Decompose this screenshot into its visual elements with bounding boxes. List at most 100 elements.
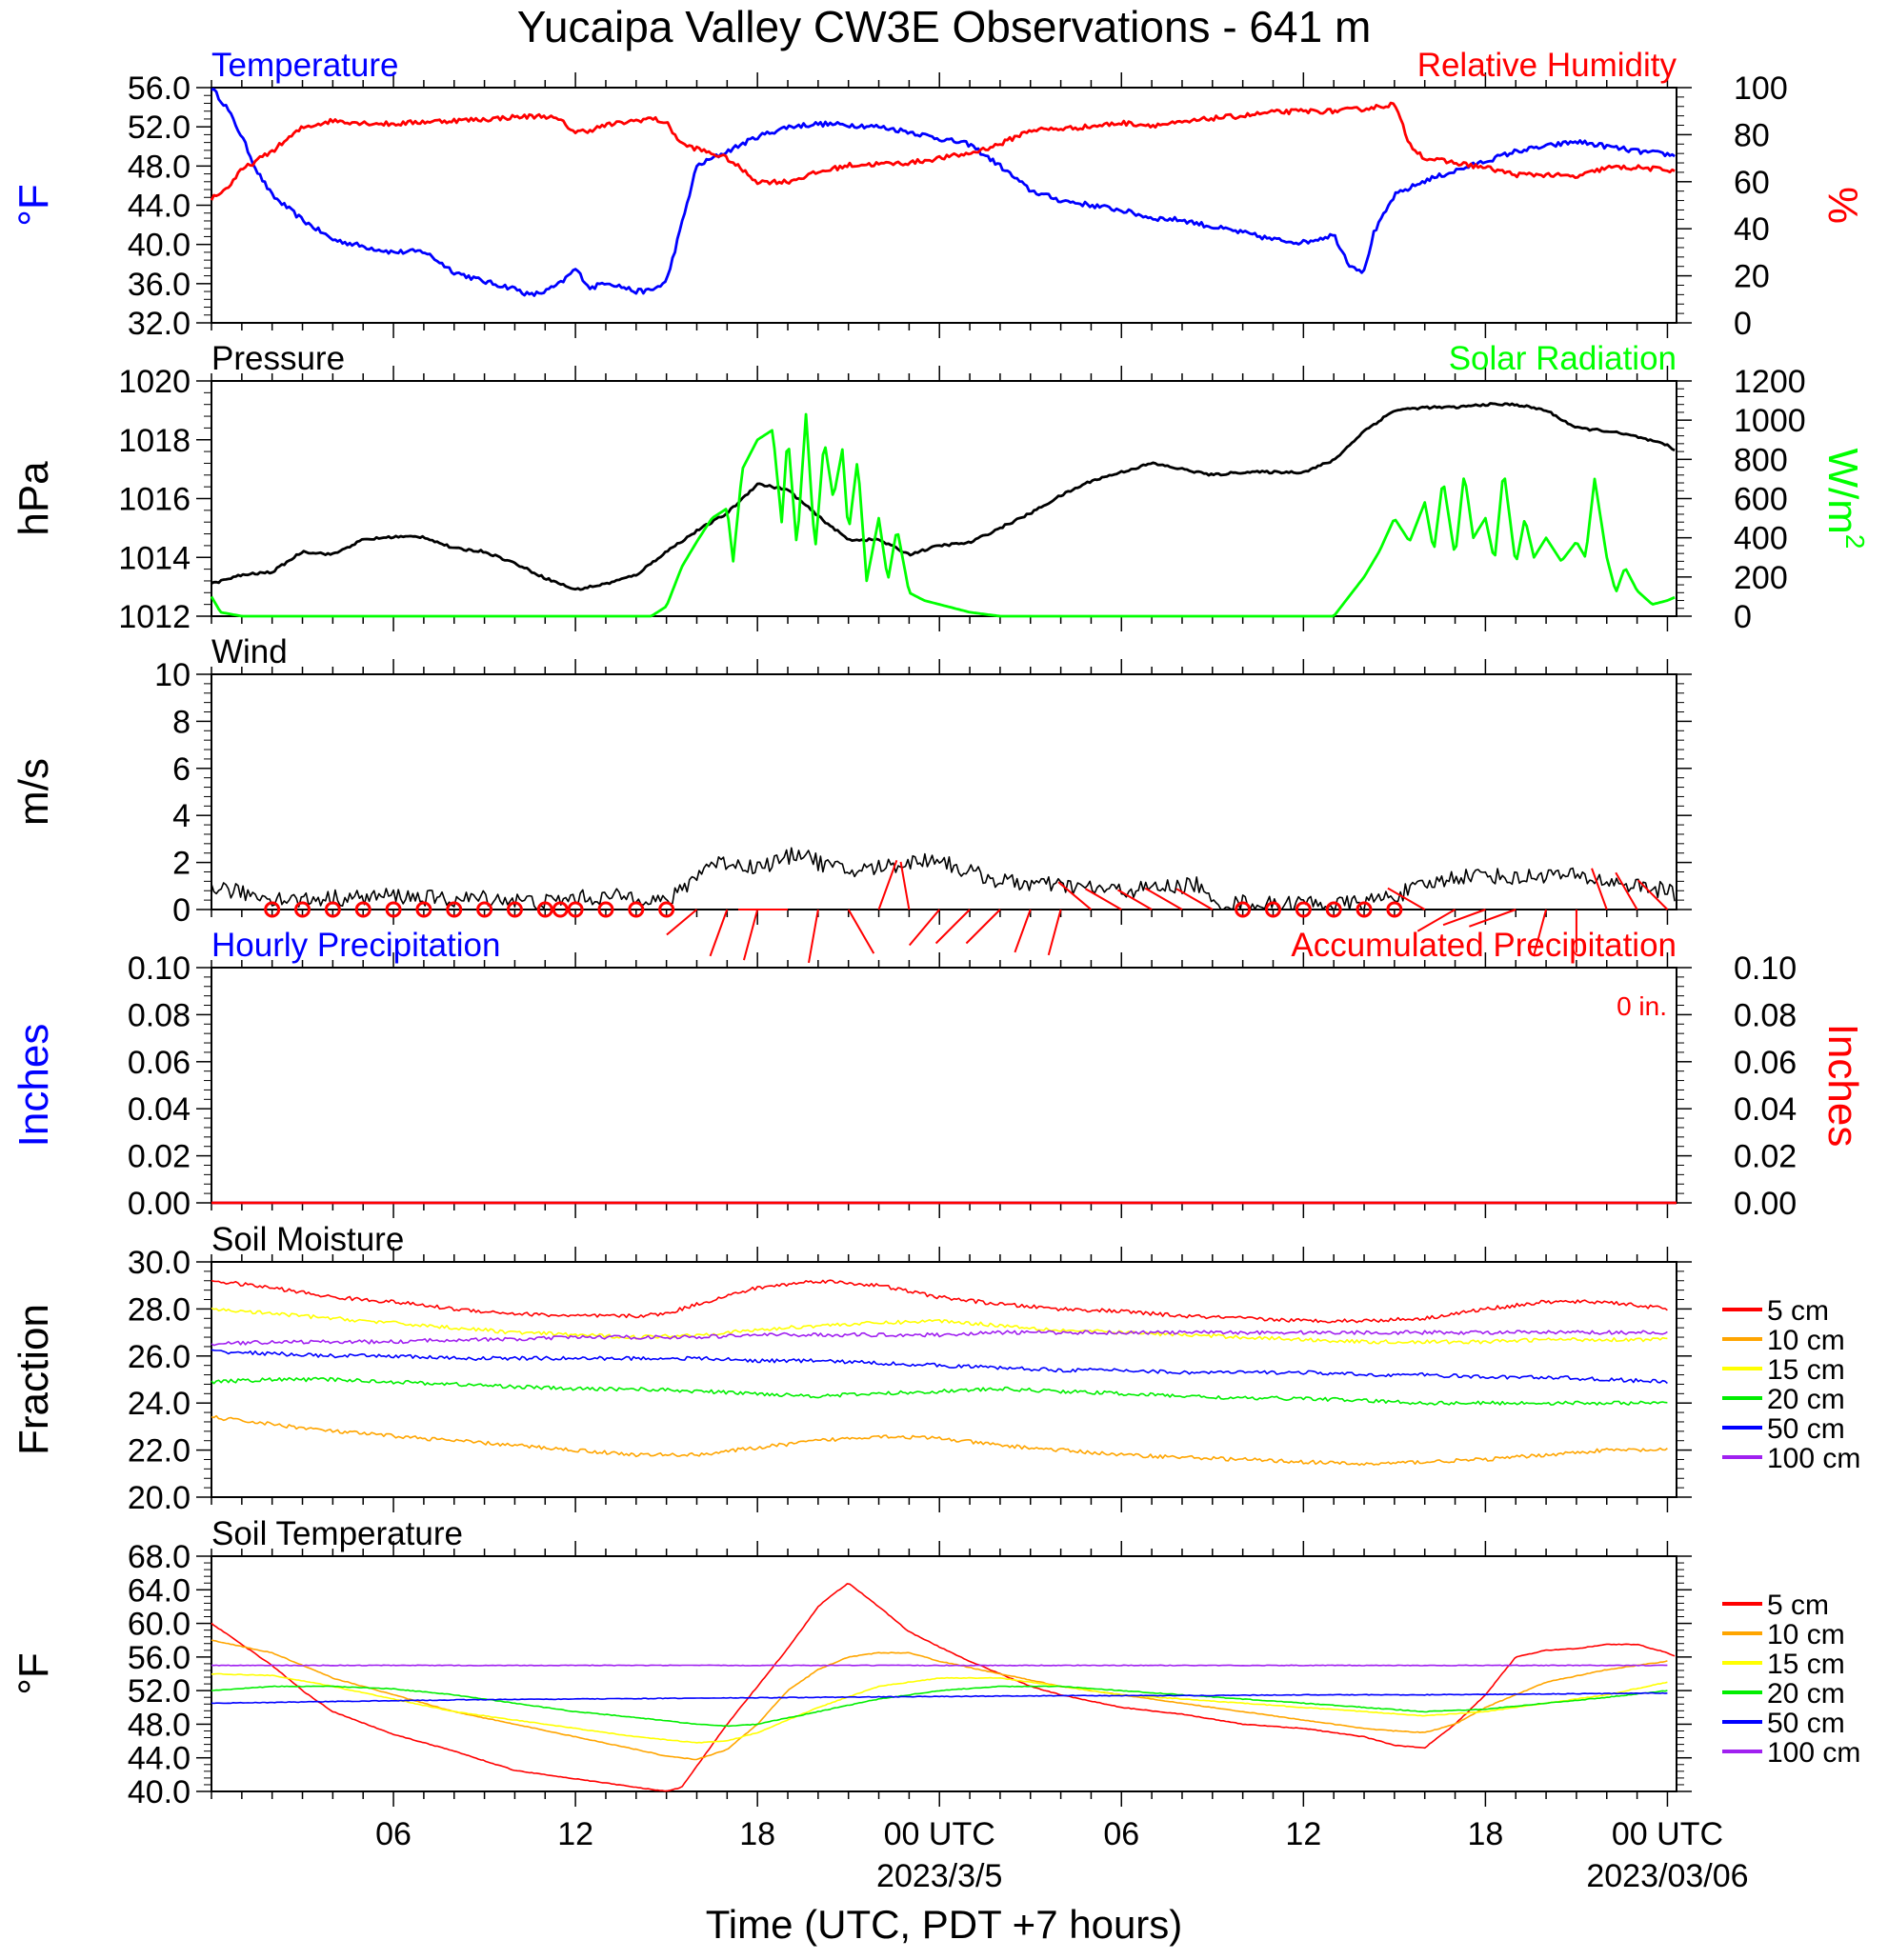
- series-line-5-cm: [211, 1583, 1676, 1792]
- y-axis-title-right-sup: 2: [1840, 534, 1870, 550]
- wind-barb: [1591, 868, 1608, 910]
- y-axis-title-left: °F: [10, 184, 57, 226]
- y-tick-label-left: 1018: [118, 423, 191, 459]
- y-tick-label-left: 0.04: [128, 1091, 191, 1128]
- legend-label-5-cm: 5 cm: [1767, 1590, 1829, 1621]
- y-tick-label-right: 60: [1734, 165, 1770, 201]
- y-axis-title-left: Inches: [10, 1024, 57, 1148]
- y-tick-label-right: 1000: [1734, 403, 1806, 439]
- figure-title: Yucaipa Valley CW3E Observations - 641 m: [517, 2, 1372, 51]
- legend-label-5-cm: 5 cm: [1767, 1295, 1829, 1327]
- y-tick-label-right: 0: [1734, 306, 1752, 342]
- y-tick-label-left: 30.0: [128, 1245, 191, 1281]
- wind-barb: [877, 859, 898, 910]
- series-line-5-cm: [211, 1279, 1668, 1324]
- legend-label-15-cm: 15 cm: [1767, 1354, 1845, 1386]
- y-tick-label-left: 1012: [118, 599, 191, 635]
- panel-label-left: Soil Moisture: [211, 1221, 404, 1258]
- wind-barbs: [264, 859, 1669, 964]
- y-axis-title-left: hPa: [10, 461, 57, 536]
- legend-label-15-cm: 15 cm: [1767, 1649, 1845, 1680]
- x-tick-label: 18: [739, 1816, 775, 1852]
- y-tick-label-left: 40.0: [128, 228, 191, 264]
- panel-label-left: Temperature: [211, 47, 398, 84]
- y-tick-label-left: 48.0: [128, 1707, 191, 1743]
- wind-barb: [666, 909, 698, 936]
- panel-label-left: Wind: [211, 633, 288, 670]
- legend-label-20-cm: 20 cm: [1767, 1678, 1845, 1710]
- y-tick-label-left: 0: [172, 892, 191, 929]
- series-line-100-cm: [211, 1664, 1668, 1667]
- wind-barb: [1416, 909, 1456, 932]
- wind-barb: [1116, 889, 1153, 910]
- wind-calm-circle: [415, 901, 432, 918]
- x-tick-date-label: 2023/3/5: [876, 1858, 1002, 1894]
- legend-label-100-cm: 100 cm: [1767, 1737, 1860, 1769]
- wind-calm-circle: [446, 901, 463, 918]
- y-tick-label-right: 80: [1734, 117, 1770, 153]
- wind-barb: [847, 909, 875, 954]
- y-tick-label-left: 4: [172, 798, 191, 834]
- plot-frame: [211, 673, 1677, 910]
- y-tick-label-right: 200: [1734, 560, 1788, 596]
- wind-calm-circle: [1386, 901, 1403, 918]
- legend-label-100-cm: 100 cm: [1767, 1443, 1860, 1474]
- wind-calm-circle: [354, 901, 372, 918]
- series-line-relative-humidity: [210, 101, 1676, 201]
- y-tick-label-left: 64.0: [128, 1572, 191, 1609]
- x-axis-label: Time (UTC, PDT +7 hours): [706, 1902, 1183, 1947]
- y-axis-title-right: Inches: [1819, 1024, 1866, 1148]
- y-tick-label-left: 52.0: [128, 110, 191, 146]
- wind-barb: [709, 909, 729, 957]
- y-tick-label-left: 0.06: [128, 1045, 191, 1081]
- plot-frame: [211, 1261, 1677, 1498]
- wind-calm-circle: [385, 901, 402, 918]
- y-tick-label-left: 48.0: [128, 149, 191, 185]
- y-tick-label-right: 0.02: [1734, 1139, 1797, 1175]
- y-tick-label-left: 56.0: [128, 70, 191, 107]
- panel-label-left: Pressure: [211, 340, 345, 377]
- series-line-15-cm: [211, 1307, 1668, 1345]
- x-axis: 06 12 18 00 UTC 2023/3/5 06 12 18 00 UTC 2023/03/…: [375, 1816, 1748, 1894]
- panel-wind: 0 2 4 6 8 10 Wind m/s: [10, 633, 1692, 964]
- wind-barb: [1469, 909, 1516, 928]
- wind-calm-circle: [536, 901, 553, 918]
- wind-barb: [1637, 879, 1669, 910]
- y-tick-label-right: 100: [1734, 70, 1788, 107]
- wind-barb: [965, 909, 1001, 945]
- y-tick-label-left: 44.0: [128, 1741, 191, 1777]
- series-line-100-cm: [211, 1330, 1668, 1347]
- series-line-wind: [211, 847, 1676, 910]
- wind-calm-circle: [658, 901, 675, 918]
- wind-calm-circle: [567, 901, 584, 918]
- wind-calm-circle: [628, 901, 645, 918]
- y-tick-label-left: 44.0: [128, 189, 191, 225]
- x-tick-label: 06: [375, 1816, 412, 1852]
- series-line-20-cm: [211, 1685, 1668, 1728]
- wind-barb: [1085, 888, 1122, 910]
- wind-barb: [1532, 909, 1548, 957]
- wind-calm-circle: [506, 901, 523, 918]
- wind-calm-circle: [1264, 901, 1281, 918]
- wind-barb: [1175, 888, 1214, 910]
- wind-barb: [908, 909, 940, 947]
- y-tick-label-left: 32.0: [128, 306, 191, 342]
- wind-barb: [1047, 909, 1062, 956]
- wind-barb: [1615, 871, 1638, 910]
- y-tick-label-right: 0.10: [1734, 950, 1797, 987]
- y-axis-title-left: °F: [10, 1652, 57, 1694]
- wind-barb: [899, 861, 911, 910]
- y-tick-label-left: 2: [172, 846, 191, 882]
- x-tick-label: 12: [1285, 1816, 1321, 1852]
- series-line-50-cm: [211, 1691, 1668, 1705]
- x-tick-label: 12: [557, 1816, 593, 1852]
- wind-calm-circle: [476, 901, 493, 918]
- wind-barb: [1057, 881, 1093, 910]
- series-line-temperature: [211, 88, 1676, 297]
- legend-label-20-cm: 20 cm: [1767, 1384, 1845, 1415]
- y-tick-label-left: 40.0: [128, 1774, 191, 1810]
- y-tick-label-right: 0.06: [1734, 1045, 1797, 1081]
